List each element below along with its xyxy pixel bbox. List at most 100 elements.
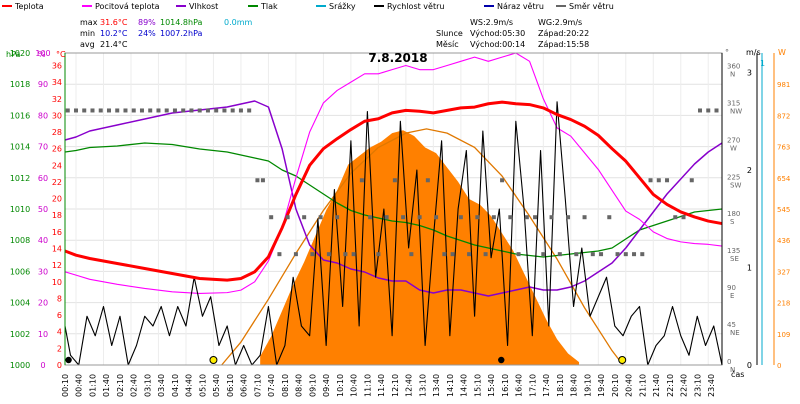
solar-tick-label: 327 <box>777 268 790 276</box>
wind-direction-point <box>442 252 447 257</box>
x-tick-label: 04:10 <box>171 374 180 397</box>
wind-direction-point <box>417 215 422 220</box>
wind-direction-point <box>467 252 472 257</box>
x-tick-label: 10:10 <box>336 374 345 397</box>
stat-avg-temp: 21.4°C <box>100 40 128 49</box>
solar-tick-label: 545 <box>777 206 790 214</box>
direction-deg-label: 225 <box>727 173 740 181</box>
wind-speed-line <box>64 101 723 366</box>
sun-marker <box>209 356 218 364</box>
wind-direction-point <box>458 215 463 220</box>
wind-direction-point <box>508 215 513 220</box>
x-tick-label: 15:10 <box>473 374 482 397</box>
x-tick-label: 22:10 <box>666 374 675 397</box>
legend-label: Rychlost větru <box>387 2 444 11</box>
direction-deg-label: 315 <box>727 99 740 107</box>
x-tick-label: 07:40 <box>267 374 276 397</box>
legend-label: Tlak <box>260 2 278 11</box>
hpa-tick-label: 1008 <box>10 236 30 245</box>
hpa-unit-label: hPa <box>6 50 21 59</box>
humidity-line <box>64 100 723 297</box>
wind-direction-point <box>714 108 719 113</box>
temp-tick-label: 22 <box>52 178 62 187</box>
wind-direction-point <box>335 215 340 220</box>
stat-max-temp: 31.6°C <box>100 18 128 27</box>
direction-name-label: W <box>730 144 737 152</box>
pct-tick-label: 70 <box>38 143 48 152</box>
pct-tick-label: 80 <box>38 111 48 120</box>
wind-direction-point <box>450 252 455 257</box>
x-tick-label: 23:40 <box>707 374 716 397</box>
direction-name-label: SW <box>730 181 741 189</box>
temp-tick-label: 10 <box>52 278 62 287</box>
direction-deg-label: 0 <box>727 358 731 366</box>
direction-name-label: N <box>730 70 735 78</box>
legend-label: Teplota <box>14 2 44 11</box>
direction-deg-label: 135 <box>727 247 740 255</box>
legend-label: Srážky <box>329 2 356 11</box>
wind-direction-point <box>533 215 538 220</box>
x-tick-label: 12:10 <box>391 374 400 397</box>
temp-tick-label: 28 <box>52 128 62 137</box>
temp-tick-label: 32 <box>52 95 62 104</box>
x-tick-label: 11:10 <box>363 374 372 397</box>
wind-direction-point <box>549 215 554 220</box>
feels-like-line <box>64 52 723 294</box>
hpa-tick-label: 1004 <box>10 299 30 308</box>
x-tick-label: 15:40 <box>487 374 496 397</box>
x-tick-label: 01:40 <box>102 374 111 397</box>
x-tick-label: 07:10 <box>253 374 262 397</box>
wind-direction-point <box>615 252 620 257</box>
temp-tick-label: 34 <box>52 78 62 87</box>
x-tick-label: 08:10 <box>281 374 290 397</box>
wind-direction-point <box>640 252 645 257</box>
wind-direction-point <box>524 215 529 220</box>
wind-direction-point <box>648 178 653 183</box>
x-tick-label: 09:40 <box>322 374 331 397</box>
solar-tick-label: 763 <box>777 144 790 152</box>
temp-tick-label: 20 <box>52 195 62 204</box>
pct-tick-label: 50 <box>38 205 48 214</box>
temp-tick-label: 0 <box>57 361 62 370</box>
wind-direction-point <box>574 252 579 257</box>
x-tick-label: 03:10 <box>143 374 152 397</box>
x-tick-label: 22:40 <box>680 374 689 397</box>
solar-tick-label: 218 <box>777 300 790 308</box>
x-tick-label: 17:10 <box>528 374 537 397</box>
wm2-unit-label: W <box>778 48 786 57</box>
sun-rise: Východ:05:30 <box>470 29 525 38</box>
wind-direction-point <box>599 252 604 257</box>
wind-direction-point <box>277 252 282 257</box>
hpa-tick-label: 1016 <box>10 111 30 120</box>
wind-direction-point <box>475 215 480 220</box>
wind-direction-point <box>106 108 111 113</box>
stat-min-press: 1007.2hPa <box>160 29 203 38</box>
x-tick-label: 16:10 <box>501 374 510 397</box>
wind-direction-point <box>238 108 243 113</box>
x-tick-label: 13:40 <box>432 374 441 397</box>
stat-max-press: 1014.8hPa <box>160 18 203 27</box>
temp-tick-label: 4 <box>57 328 62 337</box>
x-tick-label: 14:40 <box>460 374 469 397</box>
moon-set: Západ:15:58 <box>538 40 589 49</box>
stat-min-label: min <box>80 29 95 38</box>
wind-direction-point <box>368 215 373 220</box>
wind-direction-point <box>302 215 307 220</box>
wind-direction-point <box>706 108 711 113</box>
theoretical-solar-line <box>221 128 624 366</box>
x-tick-label: 21:10 <box>638 374 647 397</box>
axes: 1000100210041006100810101012101410161018… <box>6 48 791 397</box>
x-tick-label: 20:40 <box>625 374 634 397</box>
stats-panel: max 31.6°C 89% 1014.8hPa 0.0mm min 10.2°… <box>80 18 589 49</box>
wind-direction-point <box>164 108 169 113</box>
hpa-tick-label: 1012 <box>10 174 30 183</box>
pressure-line <box>64 142 723 258</box>
direction-deg-label: 180 <box>727 210 740 218</box>
temp-tick-label: 14 <box>52 245 62 254</box>
legend-label: Vlhkost <box>189 2 218 11</box>
temp-tick-label: 2 <box>57 344 62 353</box>
wind-direction-point <box>665 178 670 183</box>
wind-direction-point <box>401 215 406 220</box>
legend-label: Náraz větru <box>497 2 544 11</box>
